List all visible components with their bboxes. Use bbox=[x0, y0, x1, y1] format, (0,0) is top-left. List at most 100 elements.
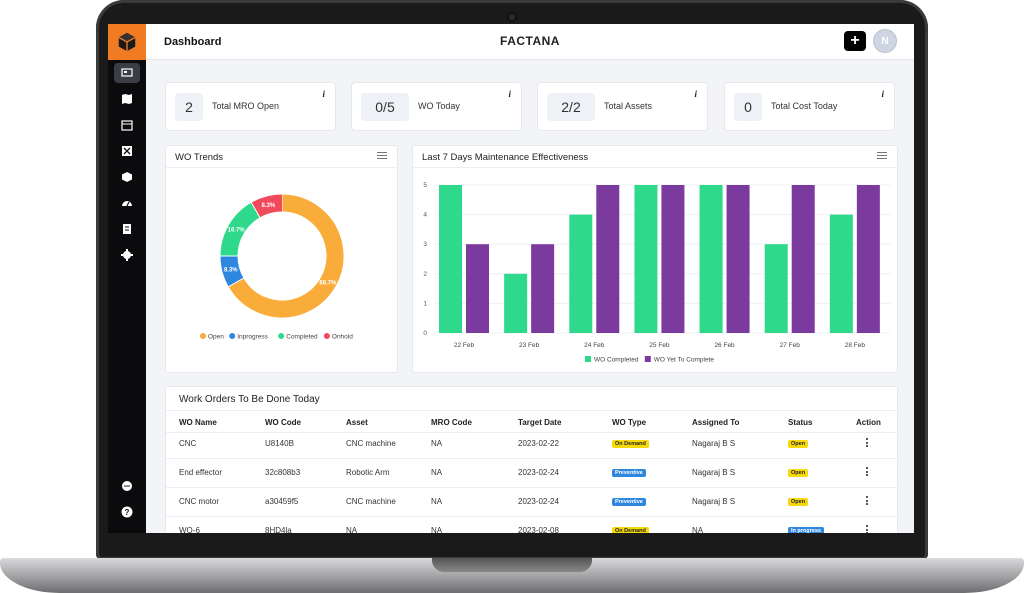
table-cell: Robotic Arm bbox=[346, 468, 390, 477]
table-cell: U8140B bbox=[265, 439, 294, 448]
table-cell: a30459f5 bbox=[265, 497, 299, 506]
table-cell: 2023-02-24 bbox=[518, 497, 559, 506]
table-cell: 2023-02-24 bbox=[518, 468, 559, 477]
bar-completed[interactable] bbox=[829, 214, 853, 333]
report-icon[interactable] bbox=[114, 219, 140, 239]
table-cell: NA bbox=[431, 526, 443, 533]
kpi-card-mro-open: 2 Total MRO Open i bbox=[165, 82, 336, 131]
avatar[interactable]: N bbox=[873, 29, 897, 53]
more-options-icon[interactable] bbox=[866, 525, 869, 533]
bar-yet-to-complete[interactable] bbox=[531, 244, 555, 333]
svg-text:Open: Open bbox=[208, 334, 224, 341]
column-header[interactable]: Status bbox=[788, 418, 813, 427]
slice-label: 8.3% bbox=[224, 268, 238, 274]
table-cell: WO-6 bbox=[179, 526, 200, 533]
calendar-icon[interactable] bbox=[114, 115, 140, 135]
kpi-label: Total Assets bbox=[604, 101, 653, 111]
bar-completed[interactable] bbox=[634, 185, 658, 333]
legend-item-onhold[interactable]: Onhold bbox=[323, 333, 353, 341]
x-tick-label: 22 Feb bbox=[454, 342, 475, 349]
assets-icon[interactable] bbox=[114, 167, 140, 187]
menu-icon[interactable] bbox=[377, 152, 387, 160]
x-tick-label: 24 Feb bbox=[584, 342, 605, 349]
info-icon[interactable]: i bbox=[881, 89, 884, 99]
info-icon[interactable]: i bbox=[694, 89, 697, 99]
bar-completed[interactable] bbox=[764, 244, 788, 333]
bar-chart: 0 1 2 3 4 5 22 Feb 23 Feb 24 Feb 25 Feb 26 Feb 27 F… bbox=[423, 182, 891, 364]
settings-icon[interactable] bbox=[114, 245, 140, 265]
info-icon[interactable]: i bbox=[508, 89, 511, 99]
topbar: Dashboard FACTANA + N bbox=[146, 24, 914, 60]
bar-yet-to-complete[interactable] bbox=[791, 185, 815, 333]
table-cell: 2023-02-22 bbox=[518, 439, 559, 448]
status-badge: Open bbox=[788, 440, 809, 448]
y-tick-label: 0 bbox=[423, 330, 427, 337]
table-cell: NA bbox=[431, 468, 443, 477]
column-header[interactable]: Action bbox=[856, 418, 881, 427]
dashboard-icon[interactable] bbox=[114, 63, 140, 83]
divider bbox=[166, 516, 899, 517]
kpi-value: 0/5 bbox=[361, 93, 409, 121]
tools-icon[interactable] bbox=[114, 141, 140, 161]
chat-icon[interactable] bbox=[114, 476, 140, 496]
add-button[interactable]: + bbox=[844, 31, 866, 51]
table-cell: 8HD4la bbox=[265, 526, 292, 533]
column-header[interactable]: WO Type bbox=[612, 418, 647, 427]
bar-yet-to-complete[interactable] bbox=[596, 185, 620, 333]
donut-slice-open[interactable] bbox=[228, 194, 344, 318]
more-options-icon[interactable] bbox=[866, 438, 869, 449]
bar-yet-to-complete[interactable] bbox=[466, 244, 489, 333]
donut-slice-inprogress[interactable] bbox=[220, 255, 244, 287]
column-header[interactable]: MRO Code bbox=[431, 418, 472, 427]
more-options-icon[interactable] bbox=[866, 496, 869, 507]
bar-yet-to-complete[interactable] bbox=[661, 185, 685, 333]
divider bbox=[166, 487, 899, 488]
svg-text:Inprogress: Inprogress bbox=[237, 334, 268, 341]
wo-type-badge: Preventive bbox=[612, 498, 646, 506]
table-cell: NA bbox=[431, 497, 443, 506]
kpi-label: Total MRO Open bbox=[212, 101, 280, 111]
bar-yet-to-complete[interactable] bbox=[856, 185, 880, 333]
gauge-icon[interactable] bbox=[114, 193, 140, 213]
x-tick-label: 28 Feb bbox=[845, 342, 866, 349]
help-icon[interactable]: ? bbox=[114, 502, 140, 522]
svg-text:WO Yet To Complete: WO Yet To Complete bbox=[654, 357, 715, 364]
camera-icon bbox=[507, 12, 517, 22]
table-cell: Nagaraj B S bbox=[692, 497, 736, 506]
app-screen: ? Dashboard FACTANA + N 2 Total MRO Open… bbox=[108, 24, 914, 533]
logo[interactable] bbox=[108, 24, 146, 60]
column-header[interactable]: Asset bbox=[346, 418, 368, 427]
column-header[interactable]: WO Name bbox=[179, 418, 217, 427]
bar-completed[interactable] bbox=[504, 273, 528, 333]
svg-text:WO Completed: WO Completed bbox=[594, 357, 639, 364]
more-options-icon[interactable] bbox=[866, 467, 869, 478]
info-icon[interactable]: i bbox=[322, 89, 325, 99]
legend-item-completed[interactable]: Completed bbox=[278, 333, 318, 341]
y-tick-label: 3 bbox=[423, 241, 427, 248]
legend-item-yet-to-complete[interactable]: WO Yet To Complete bbox=[644, 356, 715, 364]
slice-label: 8.3% bbox=[261, 203, 275, 209]
bar-completed[interactable] bbox=[439, 185, 462, 333]
legend-item-inprogress[interactable]: Inprogress bbox=[229, 333, 269, 341]
y-tick-label: 4 bbox=[423, 212, 427, 219]
table-cell: NA bbox=[431, 439, 443, 448]
column-header[interactable]: Assigned To bbox=[692, 418, 740, 427]
legend-item-completed[interactable]: WO Completed bbox=[585, 356, 639, 364]
panel-title: Last 7 Days Maintenance Effectiveness bbox=[422, 152, 589, 163]
table-title: Work Orders To Be Done Today bbox=[179, 394, 320, 405]
wo-type-badge: On Demand bbox=[612, 527, 649, 533]
menu-icon[interactable] bbox=[877, 152, 887, 160]
y-tick-label: 2 bbox=[423, 271, 427, 278]
map-icon[interactable] bbox=[114, 89, 140, 109]
donut-slice-completed[interactable] bbox=[220, 202, 261, 257]
svg-text:Onhold: Onhold bbox=[332, 334, 353, 341]
column-header[interactable]: WO Code bbox=[265, 418, 301, 427]
status-badge: Open bbox=[788, 469, 809, 477]
donut-slice-onhold[interactable] bbox=[251, 194, 283, 218]
column-header[interactable]: Target Date bbox=[518, 418, 562, 427]
legend-item-open[interactable]: Open bbox=[200, 333, 224, 341]
bar-completed[interactable] bbox=[569, 214, 593, 333]
bar-completed[interactable] bbox=[699, 185, 723, 333]
bar-yet-to-complete[interactable] bbox=[726, 185, 750, 333]
kpi-card-total-assets: 2/2 Total Assets i bbox=[537, 82, 708, 131]
